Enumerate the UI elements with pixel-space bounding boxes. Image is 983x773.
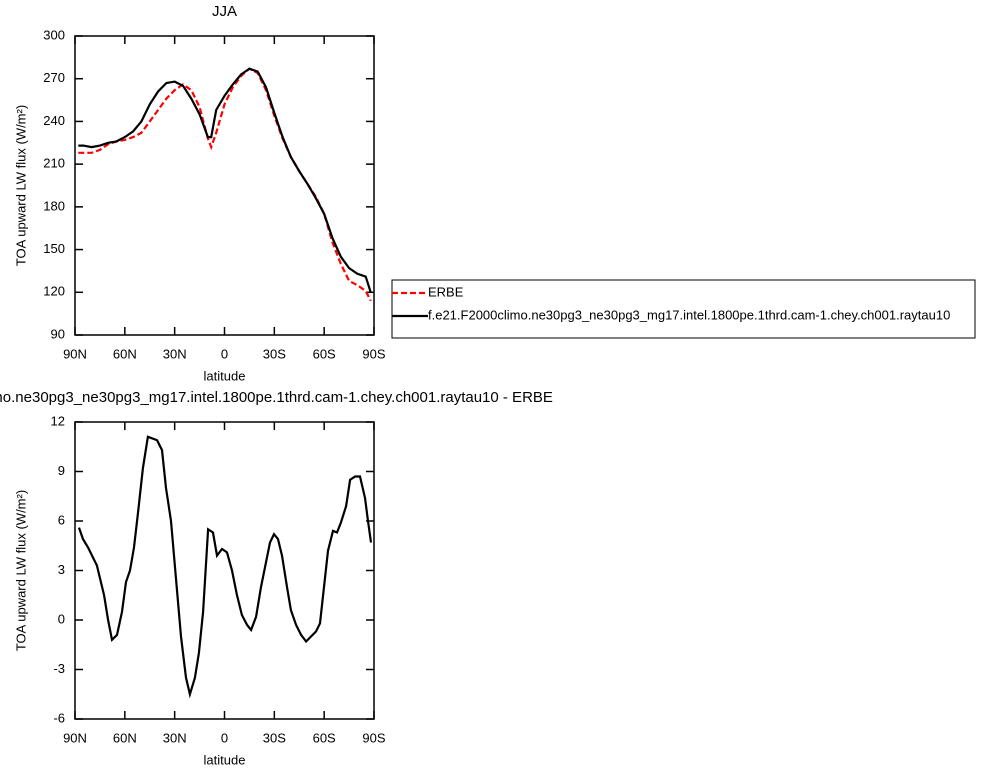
y-tick-label: 12 — [51, 413, 65, 428]
y-tick-label: 270 — [43, 70, 65, 85]
y-tick-label: 6 — [58, 512, 65, 527]
plot-frame — [74, 421, 375, 720]
x-tick-label: 90S — [362, 346, 385, 361]
y-tick-label: 150 — [43, 241, 65, 256]
x-tick-label: 30N — [163, 346, 187, 361]
y-tick-label: 300 — [43, 27, 65, 42]
legend-label: ERBE — [428, 284, 464, 299]
y-tick-label: 90 — [51, 326, 65, 341]
y-tick-label: 120 — [43, 284, 65, 299]
x-tick-label: 30S — [263, 346, 286, 361]
data-line — [78, 67, 372, 293]
x-tick-label: 30S — [263, 730, 286, 745]
x-tick-label: 60N — [113, 730, 137, 745]
x-tick-label: 90S — [362, 730, 385, 745]
legend-box — [391, 279, 976, 339]
x-tick-label: 60N — [113, 346, 137, 361]
chart-title: f.e21.F2000climo.ne30pg3_ne30pg3_mg17.in… — [0, 389, 553, 406]
y-tick-label: 9 — [58, 463, 65, 478]
x-axis-label: latitude — [204, 368, 246, 383]
y-tick-label: 0 — [58, 611, 65, 626]
data-line — [77, 435, 373, 699]
data-line — [78, 67, 372, 302]
legend-label: f.e21.F2000climo.ne30pg3_ne30pg3_mg17.in… — [428, 307, 950, 322]
x-tick-label: 90N — [63, 346, 87, 361]
y-tick-label: -3 — [53, 661, 65, 676]
x-tick-label: 60S — [313, 346, 336, 361]
x-tick-label: 60S — [313, 730, 336, 745]
y-axis-label: TOA upward LW flux (W/m²) — [13, 105, 28, 266]
y-axis-label: TOA upward LW flux (W/m²) — [13, 490, 28, 651]
x-tick-label: 30N — [163, 730, 187, 745]
y-tick-label: 240 — [43, 113, 65, 128]
x-tick-label: 0 — [221, 730, 228, 745]
x-tick-label: 0 — [221, 346, 228, 361]
y-tick-label: 3 — [58, 562, 65, 577]
y-tick-label: 210 — [43, 156, 65, 171]
x-axis-label: latitude — [204, 752, 246, 767]
chart-title: JJA — [212, 3, 237, 20]
y-tick-label: 180 — [43, 198, 65, 213]
x-tick-label: 90N — [63, 730, 87, 745]
plot-frame — [74, 35, 375, 336]
y-tick-label: -6 — [53, 710, 65, 725]
